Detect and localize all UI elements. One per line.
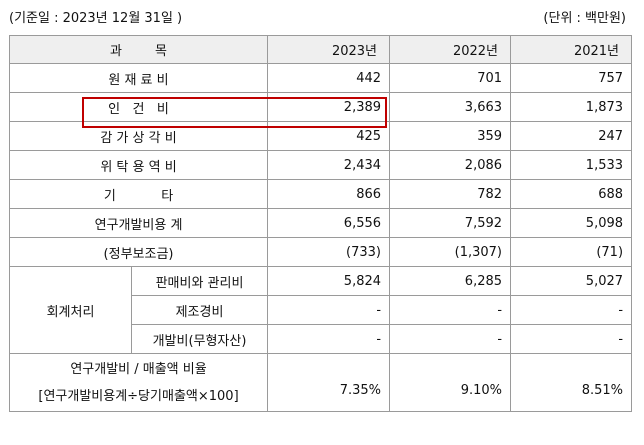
cell-value: 8.51% [510, 353, 633, 412]
cell-value: - [510, 324, 633, 354]
cell-value: - [389, 295, 512, 325]
cell-value: 442 [267, 63, 391, 93]
table-row: 개발비(무형자산) - - - [10, 324, 633, 354]
rnd-expense-table: 과 목 2023년 2022년 2021년 원 재 료 비 442 701 75… [8, 35, 633, 412]
cell-value: 6,556 [267, 208, 391, 238]
cell-value: 5,098 [510, 208, 633, 238]
cell-value: 7.35% [267, 353, 391, 412]
header-year-2023: 2023년 [267, 35, 391, 64]
table-row: 인 건 비 2,389 3,663 1,873 [8, 92, 633, 122]
row-label-development-intangible: 개발비(무형자산) [130, 324, 269, 354]
cell-value: (1,307) [389, 237, 512, 267]
cell-value: - [267, 324, 391, 354]
header-year-2022: 2022년 [389, 35, 512, 64]
accounting-group-label: 회계처리 [9, 266, 132, 354]
row-label-manufacturing: 제조경비 [130, 295, 269, 325]
base-date-caption: (기준일 : 2023년 12월 31일 ) [9, 11, 183, 26]
row-label-rnd-sales-ratio: 연구개발비 / 매출액 비율 [연구개발비용계÷당기매출액×100] [8, 353, 269, 412]
cell-value: 2,389 [267, 92, 391, 122]
row-label-labor: 인 건 비 [8, 92, 269, 122]
table-row: 연구개발비용 계 6,556 7,592 5,098 [8, 208, 633, 238]
header-year-2021: 2021년 [510, 35, 633, 64]
cell-value: 757 [510, 63, 633, 93]
cell-value: 2,086 [389, 150, 512, 180]
table-row: 제조경비 - - - [10, 295, 633, 325]
table-row: 위 탁 용 역 비 2,434 2,086 1,533 [8, 150, 633, 180]
table-row: 원 재 료 비 442 701 757 [8, 63, 633, 93]
ratio-label-line2: [연구개발비용계÷당기매출액×100] [38, 388, 239, 404]
cell-value: 359 [389, 121, 512, 151]
row-label-raw-materials: 원 재 료 비 [8, 63, 269, 93]
cell-value: 701 [389, 63, 512, 93]
cell-value: 2,434 [267, 150, 391, 180]
row-label-depreciation: 감 가 상 각 비 [8, 121, 269, 151]
cell-value: 688 [510, 179, 633, 209]
cell-value: 425 [267, 121, 391, 151]
cell-value: (733) [267, 237, 391, 267]
table-row: 기 타 866 782 688 [8, 179, 633, 209]
cell-value: - [267, 295, 391, 325]
cell-value: 6,285 [389, 266, 512, 296]
row-label-other: 기 타 [8, 179, 269, 209]
cell-value: 866 [267, 179, 391, 209]
cell-value: 247 [510, 121, 633, 151]
unit-caption: (단위 : 백만원) [543, 11, 626, 26]
ratio-label-line1: 연구개발비 / 매출액 비율 [70, 361, 207, 377]
cell-value: 1,533 [510, 150, 633, 180]
cell-value: (71) [510, 237, 633, 267]
cell-value: 7,592 [389, 208, 512, 238]
table-row: 회계처리 판매비와 관리비 5,824 6,285 5,027 [9, 266, 633, 354]
cell-value: 3,663 [389, 92, 512, 122]
row-label-government-grant: (정부보조금) [8, 237, 269, 267]
cell-value: 9.10% [389, 353, 512, 412]
header-item: 과 목 [8, 35, 269, 64]
cell-value: - [510, 295, 633, 325]
cell-value: 782 [389, 179, 512, 209]
cell-value: 5,027 [510, 266, 633, 296]
table-header-row: 과 목 2023년 2022년 2021년 [8, 35, 633, 64]
row-label-rnd-total: 연구개발비용 계 [8, 208, 269, 238]
row-label-sga: 판매비와 관리비 [130, 266, 269, 296]
table-row: 연구개발비 / 매출액 비율 [연구개발비용계÷당기매출액×100] 7.35%… [8, 353, 633, 412]
table-row: 감 가 상 각 비 425 359 247 [8, 121, 633, 151]
cell-value: 5,824 [267, 266, 391, 296]
cell-value: - [389, 324, 512, 354]
cell-value: 1,873 [510, 92, 633, 122]
row-label-outsourcing: 위 탁 용 역 비 [8, 150, 269, 180]
table-row: (정부보조금) (733) (1,307) (71) [8, 237, 633, 267]
